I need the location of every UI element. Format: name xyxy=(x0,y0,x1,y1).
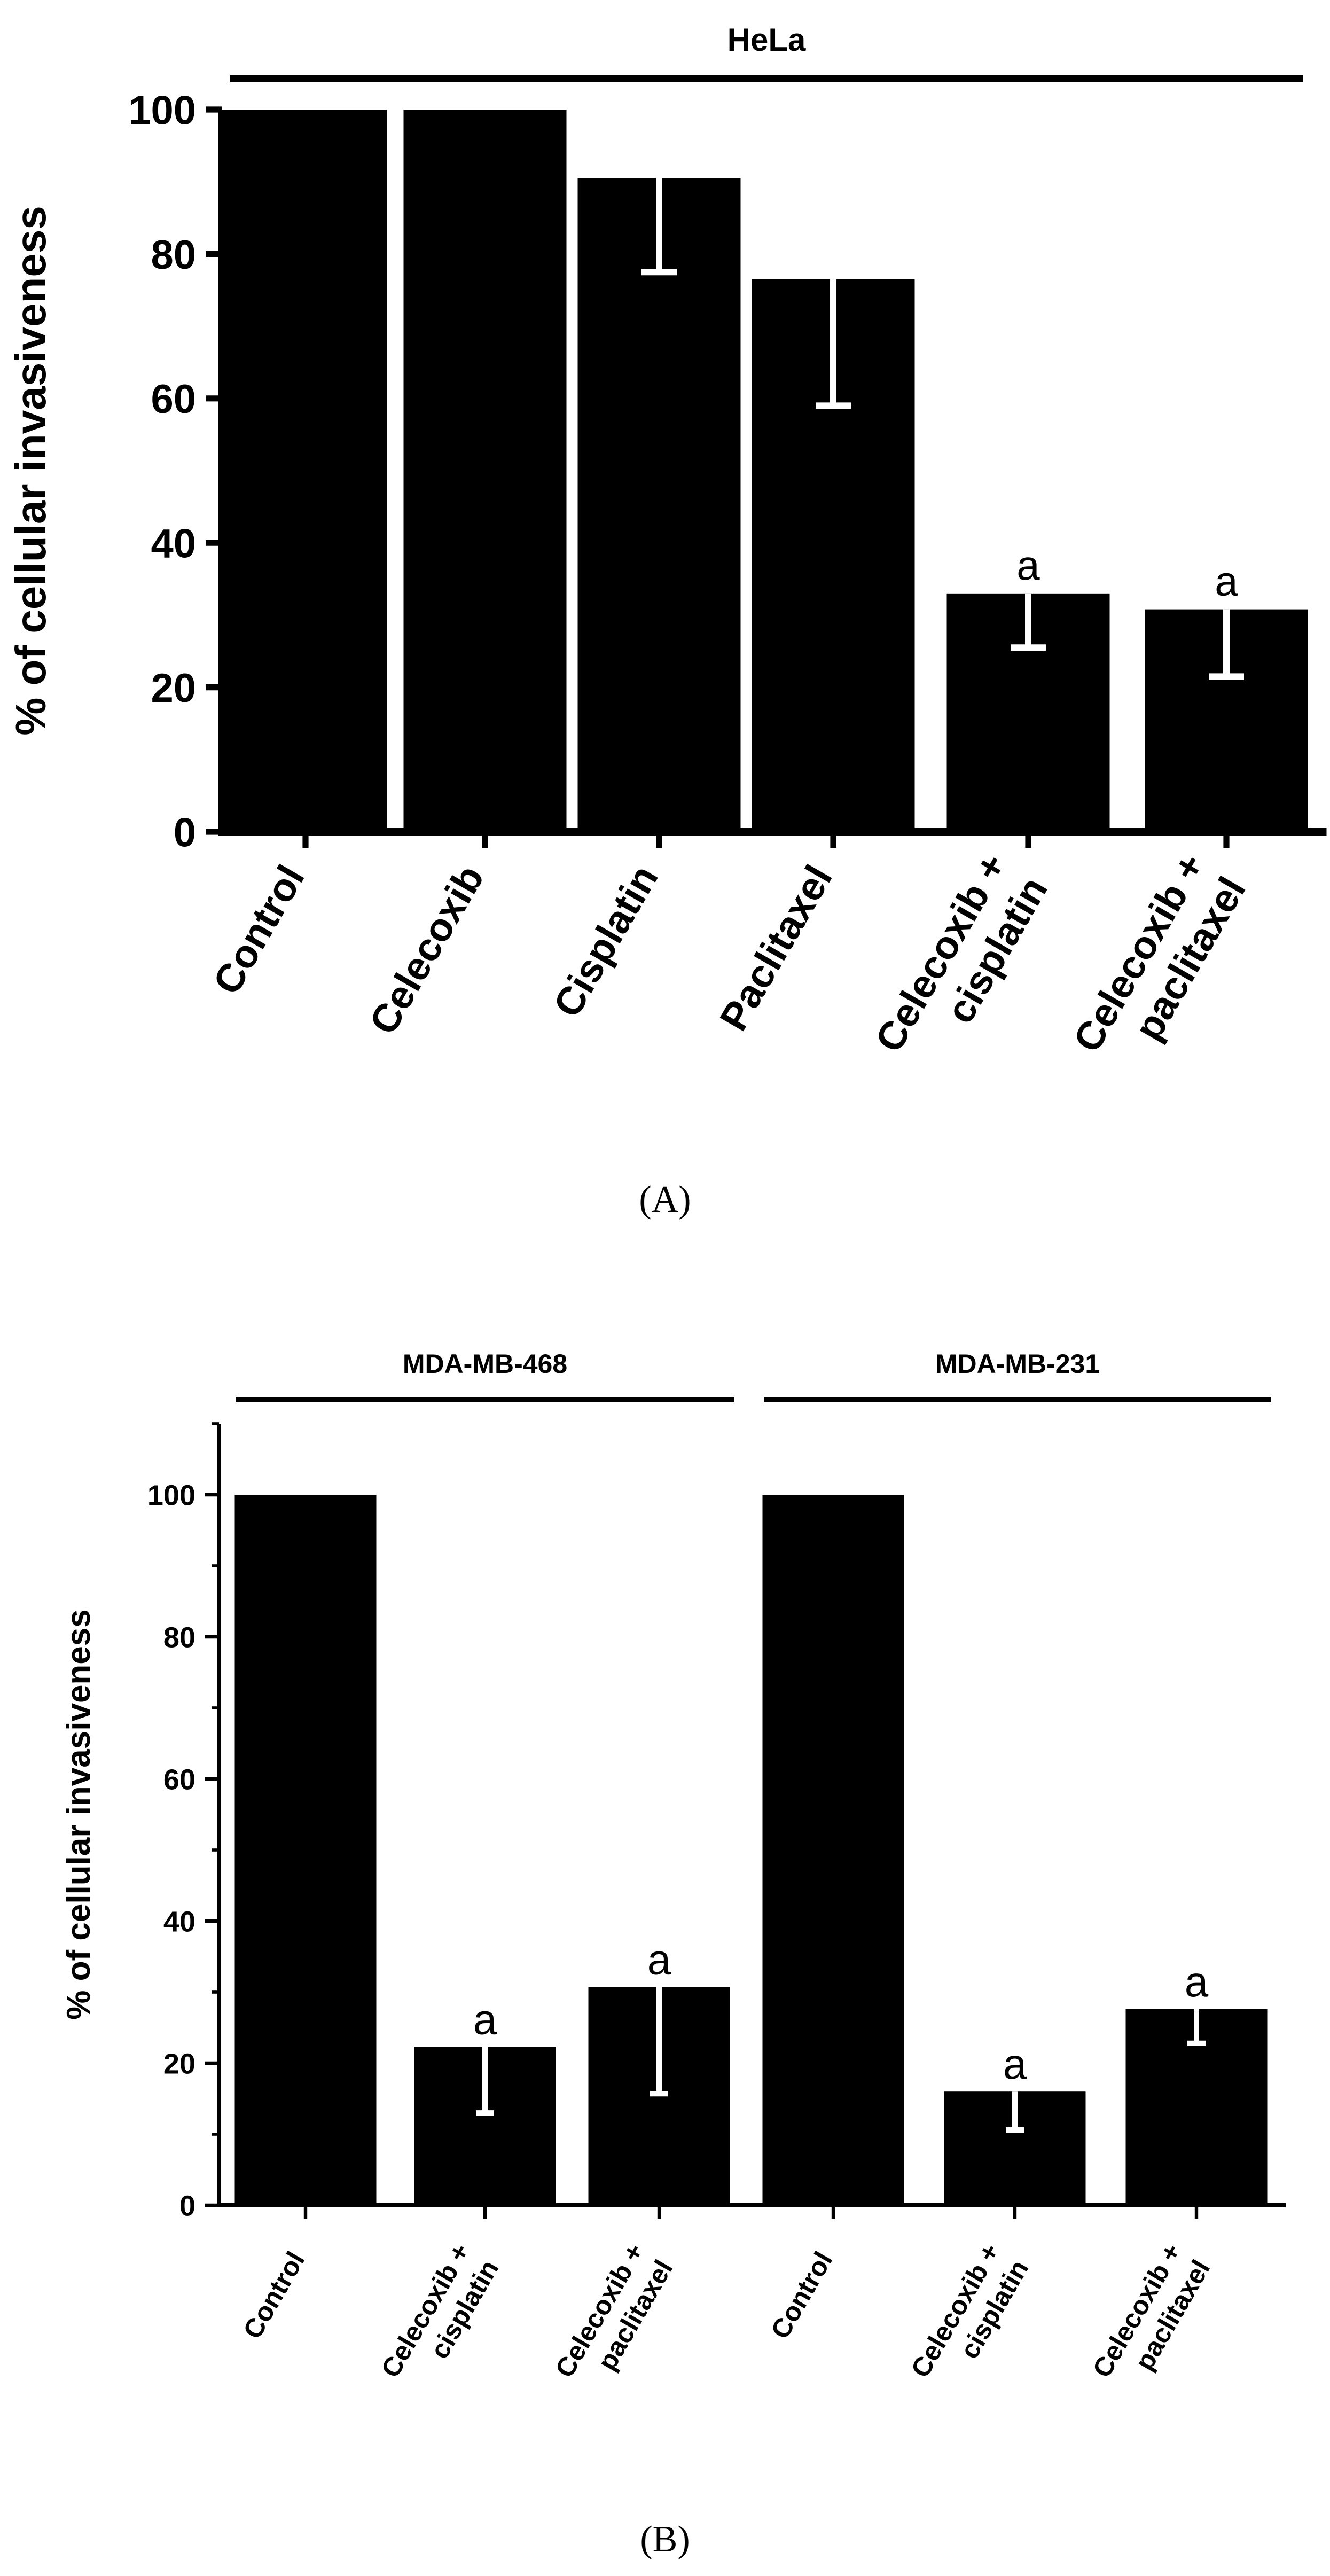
group-label-b-2: MDA-MB-231 xyxy=(935,1349,1100,1379)
significance-label-b-3: a xyxy=(647,1936,671,1984)
significance-label-b-6: a xyxy=(1185,1958,1209,2005)
significance-label-a-5: a xyxy=(1016,542,1040,589)
significance-label-b-5: a xyxy=(1003,2040,1027,2088)
x-category-label-a-3: Cisplatin xyxy=(545,858,667,1025)
panel-label-b: (B) xyxy=(640,2519,690,2560)
y-tick-label-b-40: 40 xyxy=(163,1906,195,1938)
chart-title-a: HeLa xyxy=(727,22,806,58)
y-tick-label-b-20: 20 xyxy=(163,2048,195,2080)
y-tick-label-a-40: 40 xyxy=(151,521,196,567)
x-category-label-a-1: Control xyxy=(204,858,312,1002)
y-tick-label-a-100: 100 xyxy=(128,88,196,133)
y-tick-label-b-0: 0 xyxy=(179,2190,195,2222)
bar-b-4 xyxy=(762,1495,904,2205)
bar-a-3 xyxy=(577,178,741,832)
y-tick-label-b-80: 80 xyxy=(163,1621,195,1653)
y-axis-title-b: % of cellular invasiveness xyxy=(60,1609,97,2020)
y-tick-label-b-100: 100 xyxy=(147,1479,195,1511)
group-label-b-1: MDA-MB-468 xyxy=(403,1349,567,1379)
y-tick-label-a-60: 60 xyxy=(151,377,196,422)
y-axis-title-a: % of cellular invasiveness xyxy=(7,206,54,736)
x-category-label-b-4: Control xyxy=(765,2247,838,2344)
panel-a: a a 0 20 40 60 80 100 Control Celecoxib Cisplatin P… xyxy=(7,22,1327,1220)
significance-label-a-6: a xyxy=(1215,558,1238,605)
x-category-label-b-1: Control xyxy=(237,2247,310,2344)
bar-b-1 xyxy=(234,1495,377,2205)
y-tick-label-a-0: 0 xyxy=(174,810,196,855)
y-tick-label-b-60: 60 xyxy=(163,1763,195,1796)
x-category-label-a-2: Celecoxib xyxy=(361,858,492,1042)
x-category-label-a-4: Paclitaxel xyxy=(711,858,841,1038)
y-tick-label-a-80: 80 xyxy=(151,232,196,278)
bar-a-1 xyxy=(224,110,387,832)
significance-label-b-2: a xyxy=(473,1995,497,2043)
bar-a-2 xyxy=(403,110,567,832)
panel-label-a: (A) xyxy=(639,1179,691,1220)
y-tick-label-a-20: 20 xyxy=(151,666,196,711)
